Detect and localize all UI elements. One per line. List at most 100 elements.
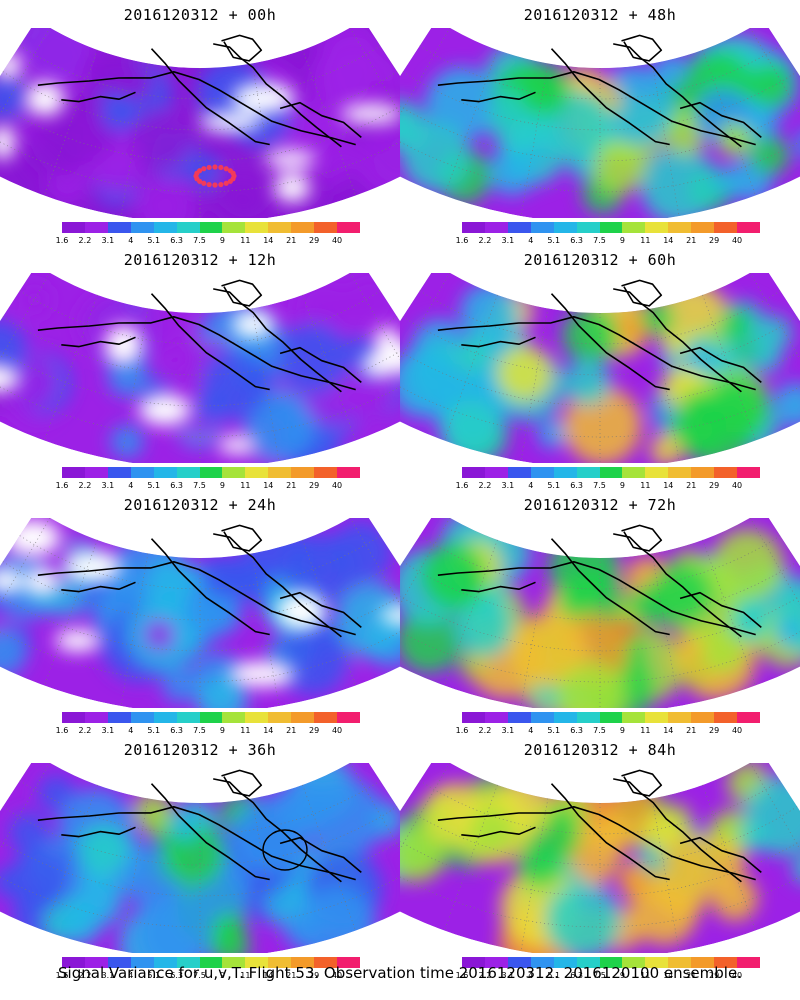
colorbar-tick-label: 7.5 [593,971,606,980]
colorbar-tick-label: 1.6 [455,971,469,980]
colorbar-swatch [62,712,85,723]
colorbar-swatch [153,222,177,233]
colorbar-swatch [291,712,315,723]
graticule [0,763,400,953]
panel-title: 2016120312 + 84h [523,741,677,759]
colorbar-swatch [245,222,269,233]
colorbar-tick-label: 1.6 [55,971,69,980]
colorbar-tick-label: 14 [263,971,274,980]
graticule [400,273,800,463]
colorbar-tick-label: 40 [331,236,343,245]
colorbar-tick-label: 6.3 [170,971,183,980]
colorbar-tick-label: 11 [640,236,651,245]
map-panel: 2016120312 + 84h 1.6 2.2 3.1 4 5.1 6.3 7.5 9 11 14… [400,735,800,980]
colorbar-swatch [714,957,738,968]
colorbar-swatch [291,222,315,233]
variance-map [0,763,400,953]
colorbar-swatch [507,712,531,723]
colorbar-swatch [645,467,669,478]
colorbar-swatch [714,467,738,478]
panel-title: 2016120312 + 12h [123,251,277,269]
variance-map [0,28,400,218]
colorbar-tick-label: 4 [528,481,534,490]
variance-field [0,521,400,708]
colorbar-swatch [507,467,531,478]
colorbar-tick-label: 7.5 [193,726,206,735]
colorbar-swatch [84,957,108,968]
colorbar-swatch [530,222,554,233]
graticule [0,518,400,708]
colorbar-tick-label: 1.6 [455,236,469,245]
coastlines [437,769,762,883]
colorbar-swatch [245,467,269,478]
colorbar-tick-label: 9 [219,236,225,245]
colorbar-swatch [62,957,85,968]
variance-map [400,763,800,953]
colorbar-swatch [507,222,531,233]
colorbar-tick-label: 14 [263,481,274,490]
colorbar-swatch [462,222,485,233]
colorbar-swatch [314,712,338,723]
colorbar-tick-label: 40 [331,481,343,490]
colorbar-swatch [222,222,246,233]
colorbar-swatch [62,222,85,233]
colorbar-tick-label: 5.1 [147,971,161,980]
coastlines [37,769,362,883]
graticule [0,28,400,218]
colorbar-swatch [691,712,715,723]
colorbar-tick-label: 2.2 [78,726,92,735]
coastlines [437,34,762,148]
map-panel: 2016120312 + 36h 1.6 2.2 3.1 4 5.1 6.3 7.5 9 11 14… [0,735,400,980]
panel-title: 2016120312 + 60h [523,251,677,269]
colorbar-tick-label: 4 [528,971,534,980]
variance-map [400,273,800,463]
colorbar-tick-label: 9 [219,971,225,980]
colorbar-tick-label: 5.1 [547,971,561,980]
colorbar-tick-label: 29 [309,971,320,980]
colorbar-swatch [84,467,108,478]
colorbar-tick-label: 3.1 [501,236,515,245]
colorbar-swatch [84,222,108,233]
colorbar-swatch [645,712,669,723]
panel-title: 2016120312 + 48h [523,6,677,24]
colorbar-swatch [622,467,646,478]
colorbar-swatch [314,222,338,233]
colorbar-swatch [176,222,200,233]
colorbar-tick-label: 9 [219,481,225,490]
colorbar-labels: 1.6 2.2 3.1 4 5.1 6.3 7.5 9 11 14 21 29 40 [56,726,360,736]
colorbar-swatch [576,222,600,233]
colorbar-tick-label: 1.6 [55,481,69,490]
colorbar-swatch [645,222,669,233]
colorbar-tick-label: 11 [240,481,251,490]
panel-title: 2016120312 + 00h [123,6,277,24]
colorbar-swatch [176,467,200,478]
colorbar-swatch [462,467,485,478]
colorbar-swatch [462,712,485,723]
colorbar-swatch [553,712,577,723]
colorbar-tick-label: 4 [528,726,534,735]
colorbar-swatch [84,712,108,723]
colorbar-tick-label: 40 [731,971,743,980]
colorbar-tick-label: 4 [128,481,134,490]
colorbar-tick-label: 5.1 [147,726,161,735]
colorbar-tick-label: 9 [619,236,625,245]
colorbar-tick-label: 6.3 [170,726,183,735]
colorbar-tick-label: 1.6 [55,726,69,735]
graticule [400,518,800,708]
colorbar-swatch [337,222,360,233]
map-panel: 2016120312 + 12h 1.6 2.2 3.1 4 5.1 6.3 7.5 9 11 14… [0,245,400,490]
colorbar-tick-label: 14 [663,971,674,980]
colorbar-tick-label: 6.3 [570,481,583,490]
colorbar-tick-label: 3.1 [501,726,515,735]
graticule [400,28,800,218]
graticule [400,763,800,953]
missing-data-areas [0,310,400,454]
colorbar-tick-label: 3.1 [101,971,115,980]
colorbar-labels: 1.6 2.2 3.1 4 5.1 6.3 7.5 9 11 14 21 29 40 [456,726,760,736]
colorbar-swatch [622,222,646,233]
panel-title: 2016120312 + 72h [523,496,677,514]
colorbar-swatch [314,467,338,478]
colorbar-tick-label: 40 [731,236,743,245]
colorbar-tick-label: 1.6 [455,726,469,735]
colorbar-tick-label: 11 [640,726,651,735]
